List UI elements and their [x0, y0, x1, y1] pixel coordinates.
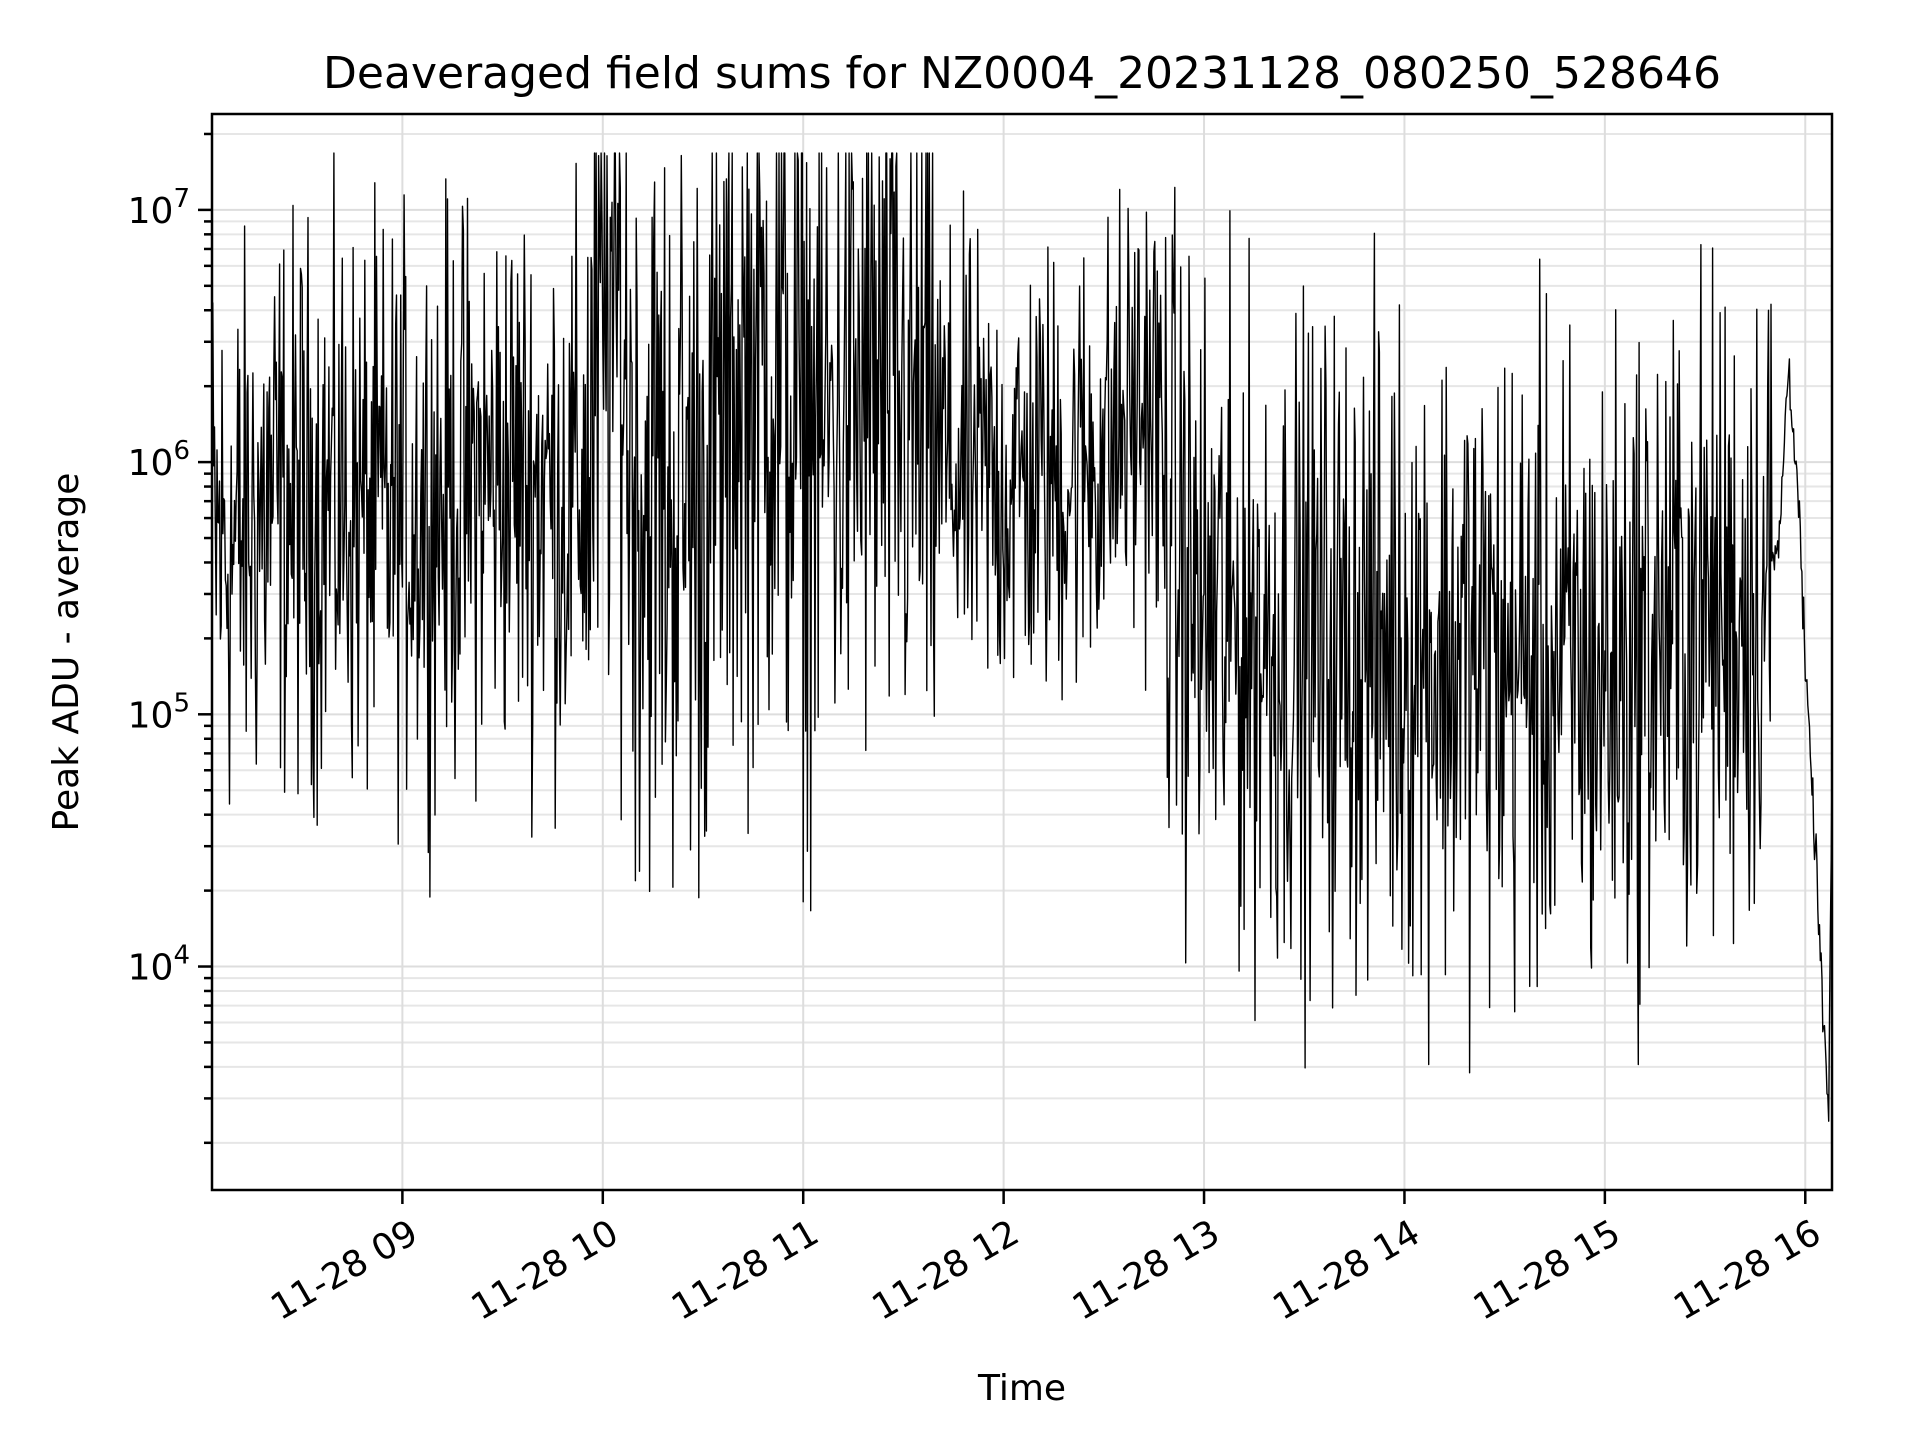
y-tick-label: 106 [128, 436, 190, 484]
grid [212, 114, 1832, 1190]
y-axis-label: Peak ADU - average [46, 473, 87, 832]
x-tick-label: 11-28 13 [1066, 1212, 1227, 1328]
x-tick-label: 11-28 11 [665, 1212, 826, 1328]
y-tick-label: 104 [128, 941, 190, 989]
series-line [211, 152, 1833, 1122]
x-tick-label: 11-28 10 [465, 1212, 626, 1328]
x-tick-label: 11-28 14 [1266, 1212, 1427, 1328]
chart-title: Deaveraged field sums for NZ0004_2023112… [323, 48, 1721, 99]
x-tick-label: 11-28 16 [1667, 1212, 1828, 1328]
x-axis-label: Time [977, 1368, 1066, 1409]
x-tick-label: 11-28 12 [865, 1212, 1026, 1328]
plot-frame [210, 112, 1834, 1192]
series-layer [211, 152, 1833, 1122]
y-tick-label: 107 [128, 184, 190, 232]
x-tick-label: 11-28 09 [264, 1212, 425, 1328]
x-tick-label: 11-28 15 [1467, 1212, 1628, 1328]
y-tick-label: 105 [128, 688, 190, 736]
